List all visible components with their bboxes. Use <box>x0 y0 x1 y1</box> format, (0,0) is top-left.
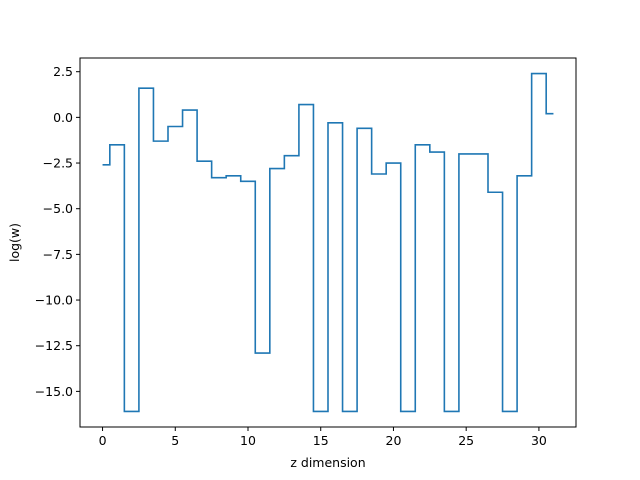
x-tick-label: 20 <box>386 433 402 448</box>
y-tick-label: −15.0 <box>35 384 73 399</box>
axes-frame <box>79 57 577 428</box>
x-tick-label: 10 <box>240 433 256 448</box>
x-tick-label: 15 <box>313 433 329 448</box>
y-tick-label: 0.0 <box>53 110 73 125</box>
y-tick-label: −12.5 <box>35 338 73 353</box>
x-tick-label: 25 <box>458 433 474 448</box>
series-line <box>102 72 554 413</box>
series-layer <box>102 72 554 413</box>
y-tick-label: −10.0 <box>35 293 73 308</box>
y-tick-label: 2.5 <box>53 64 73 79</box>
y-axis-ticks: 2.5 0.0 −2.5 −5.0 −7.5 −10.0 −12.5 −15.0 <box>35 64 80 399</box>
x-tick-label: 5 <box>171 433 179 448</box>
x-axis-ticks: 0 5 10 15 20 25 30 <box>99 427 547 448</box>
x-tick-label: 0 <box>99 433 107 448</box>
x-axis-label: z dimension <box>290 455 365 470</box>
y-axis-label: log(w) <box>7 223 22 262</box>
y-tick-label: −5.0 <box>43 201 73 216</box>
y-tick-label: −2.5 <box>43 156 73 171</box>
x-tick-label: 30 <box>531 433 547 448</box>
y-tick-label: −7.5 <box>43 247 73 262</box>
